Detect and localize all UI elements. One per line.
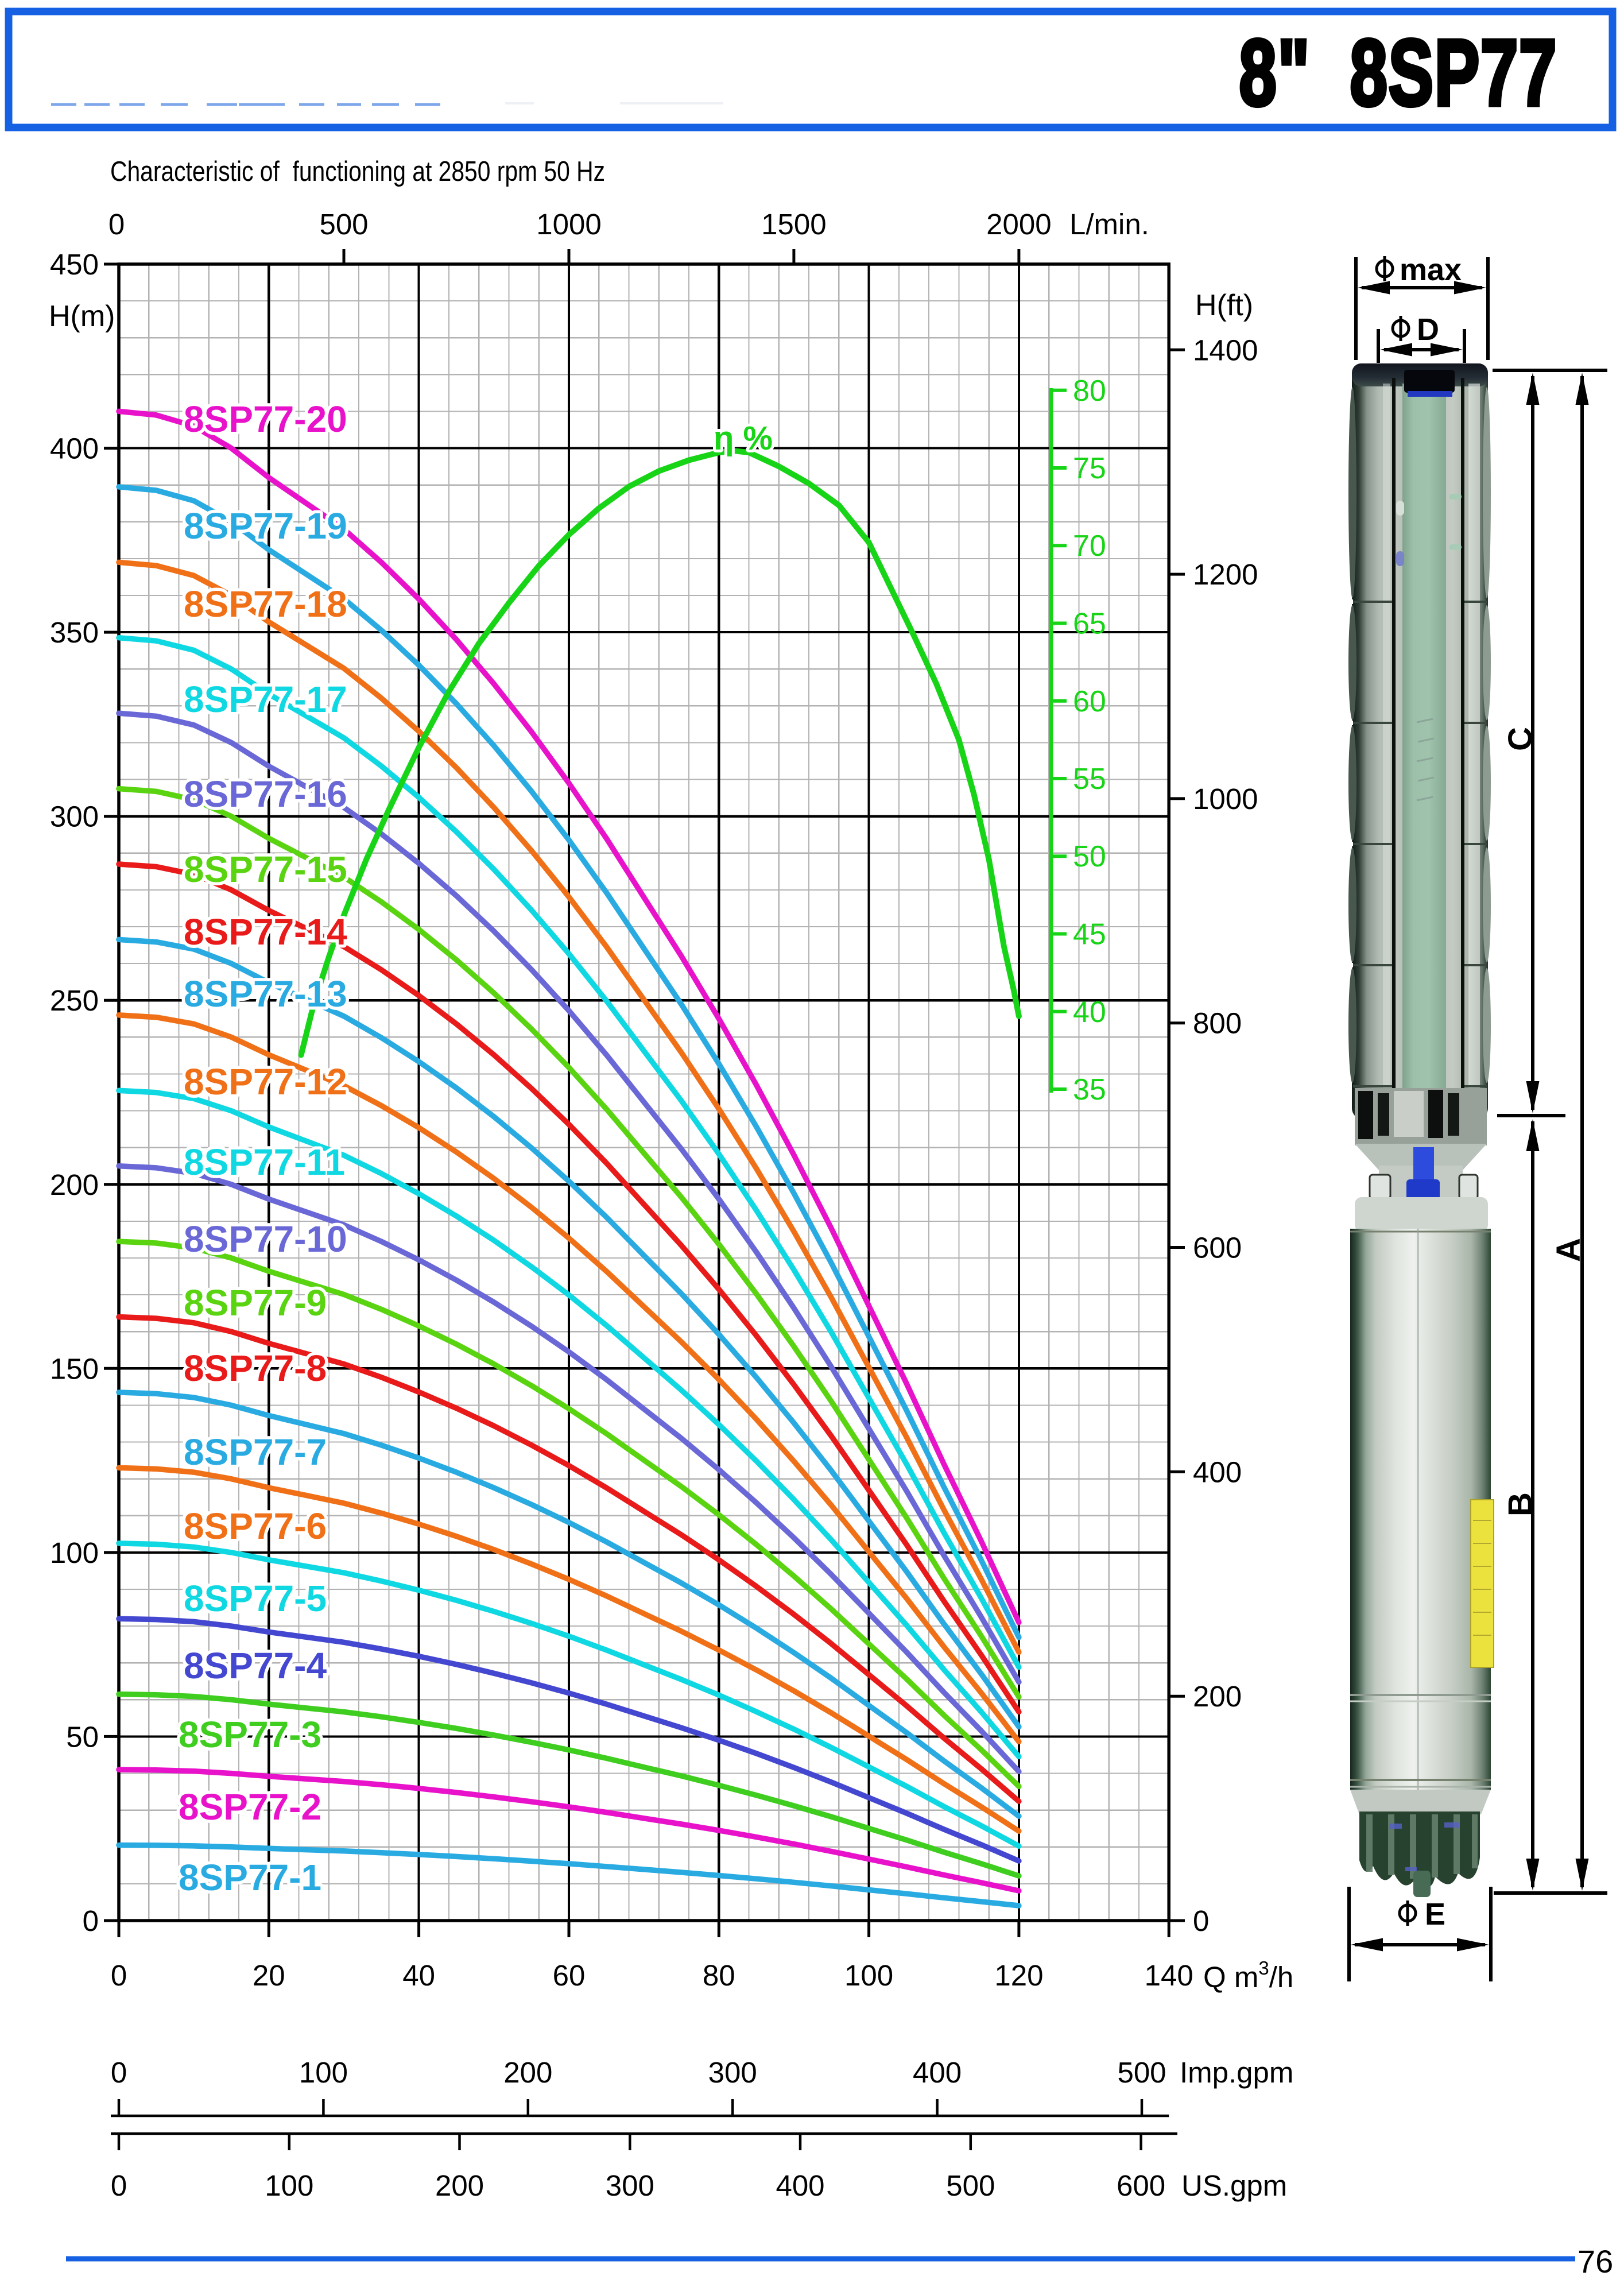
svg-text:8SP77-2: 8SP77-2 — [179, 1786, 321, 1828]
svg-text:Imp.gpm: Imp.gpm — [1180, 2056, 1293, 2089]
svg-text:65: 65 — [1073, 607, 1106, 641]
svg-text:50: 50 — [1073, 840, 1106, 873]
svg-text:300: 300 — [50, 800, 99, 833]
svg-text:250: 250 — [50, 984, 99, 1017]
svg-text:400: 400 — [50, 432, 99, 465]
svg-text:8" 8SP77: 8" 8SP77 — [1239, 21, 1557, 125]
svg-text:45: 45 — [1073, 918, 1106, 951]
svg-text:B: B — [1502, 1492, 1539, 1516]
svg-text:100: 100 — [844, 1959, 893, 1992]
svg-text:300: 300 — [606, 2169, 654, 2202]
svg-text:1000: 1000 — [1193, 783, 1258, 815]
svg-text:8SP77-1: 8SP77-1 — [179, 1857, 321, 1898]
svg-text:200: 200 — [503, 2056, 552, 2089]
svg-text:100: 100 — [299, 2056, 348, 2089]
svg-text:8SP77-15: 8SP77-15 — [184, 849, 347, 890]
svg-text:76: 76 — [1578, 2243, 1613, 2276]
svg-text:η %: η % — [714, 420, 773, 457]
svg-text:400: 400 — [1193, 1456, 1242, 1488]
svg-text:1000: 1000 — [536, 208, 601, 241]
svg-text:C: C — [1502, 727, 1539, 751]
svg-text:500: 500 — [946, 2169, 995, 2202]
svg-text:Characteristic of functioning: Characteristic of functioning at 2850 rp… — [110, 156, 605, 187]
svg-text:55: 55 — [1073, 762, 1106, 796]
svg-text:8SP77-13: 8SP77-13 — [184, 973, 347, 1015]
svg-text:500: 500 — [1117, 2056, 1166, 2089]
svg-text:40: 40 — [402, 1959, 435, 1992]
svg-text:300: 300 — [708, 2056, 757, 2089]
svg-text:600: 600 — [1117, 2169, 1165, 2202]
svg-text:40: 40 — [1073, 996, 1106, 1029]
svg-text:0: 0 — [111, 2056, 127, 2089]
svg-text:US.gpm: US.gpm — [1181, 2169, 1287, 2202]
svg-text:8SP77-7: 8SP77-7 — [184, 1431, 327, 1473]
svg-text:400: 400 — [913, 2056, 962, 2089]
svg-text:0: 0 — [1193, 1905, 1209, 1937]
svg-text:0: 0 — [108, 208, 125, 241]
svg-text:8SP77-8: 8SP77-8 — [184, 1348, 327, 1389]
svg-text:L/min.: L/min. — [1069, 208, 1149, 241]
svg-text:1500: 1500 — [761, 208, 826, 241]
svg-text:35: 35 — [1073, 1073, 1106, 1106]
svg-text:2000: 2000 — [986, 208, 1051, 241]
svg-text:8SP77-9: 8SP77-9 — [184, 1282, 327, 1323]
svg-text:8SP77-19: 8SP77-19 — [184, 505, 347, 547]
svg-text:600: 600 — [1193, 1232, 1242, 1264]
svg-text:D: D — [1417, 312, 1439, 347]
svg-text:200: 200 — [435, 2169, 484, 2202]
svg-text:0: 0 — [111, 2169, 127, 2202]
svg-text:200: 200 — [50, 1168, 99, 1201]
svg-text:8SP77-4: 8SP77-4 — [184, 1645, 327, 1686]
svg-text:20: 20 — [253, 1959, 285, 1992]
svg-text:1200: 1200 — [1193, 558, 1258, 591]
svg-text:350: 350 — [50, 616, 99, 649]
svg-text:100: 100 — [50, 1536, 99, 1569]
svg-text:1400: 1400 — [1193, 334, 1258, 366]
svg-text:Q m3/h: Q m3/h — [1203, 1957, 1293, 1994]
svg-text:100: 100 — [265, 2169, 313, 2202]
svg-text:80: 80 — [703, 1959, 735, 1992]
svg-text:8SP77-16: 8SP77-16 — [184, 773, 347, 815]
svg-text:8SP77-20: 8SP77-20 — [184, 398, 347, 440]
svg-text:E: E — [1425, 1897, 1445, 1931]
svg-text:75: 75 — [1073, 452, 1106, 485]
svg-text:200: 200 — [1193, 1680, 1242, 1713]
svg-text:H(ft): H(ft) — [1195, 289, 1253, 322]
svg-text:60: 60 — [1073, 685, 1106, 718]
svg-text:500: 500 — [319, 208, 368, 241]
svg-text:8SP77-5: 8SP77-5 — [184, 1578, 327, 1619]
svg-text:H(m): H(m) — [49, 300, 115, 333]
svg-text:140: 140 — [1145, 1959, 1193, 1992]
svg-text:8SP77-10: 8SP77-10 — [184, 1218, 347, 1260]
svg-text:8SP77-12: 8SP77-12 — [184, 1061, 347, 1102]
svg-text:50: 50 — [66, 1720, 99, 1753]
svg-text:max: max — [1400, 253, 1462, 287]
svg-text:A: A — [1550, 1238, 1587, 1262]
svg-text:8SP77-11: 8SP77-11 — [184, 1141, 345, 1183]
svg-text:80: 80 — [1073, 374, 1106, 408]
svg-text:400: 400 — [776, 2169, 824, 2202]
svg-text:150: 150 — [50, 1352, 99, 1385]
svg-text:0: 0 — [111, 1959, 127, 1992]
svg-text:8SP77-3: 8SP77-3 — [179, 1714, 321, 1755]
svg-text:800: 800 — [1193, 1007, 1242, 1040]
svg-text:0: 0 — [83, 1905, 99, 1937]
svg-text:120: 120 — [994, 1959, 1043, 1992]
svg-text:70: 70 — [1073, 529, 1106, 563]
svg-text:8SP77-17: 8SP77-17 — [184, 679, 347, 720]
svg-text:60: 60 — [553, 1959, 586, 1992]
svg-text:8SP77-14: 8SP77-14 — [184, 911, 347, 953]
svg-text:8SP77-18: 8SP77-18 — [184, 583, 347, 625]
svg-text:450: 450 — [50, 248, 99, 281]
svg-text:8SP77-6: 8SP77-6 — [184, 1505, 327, 1547]
